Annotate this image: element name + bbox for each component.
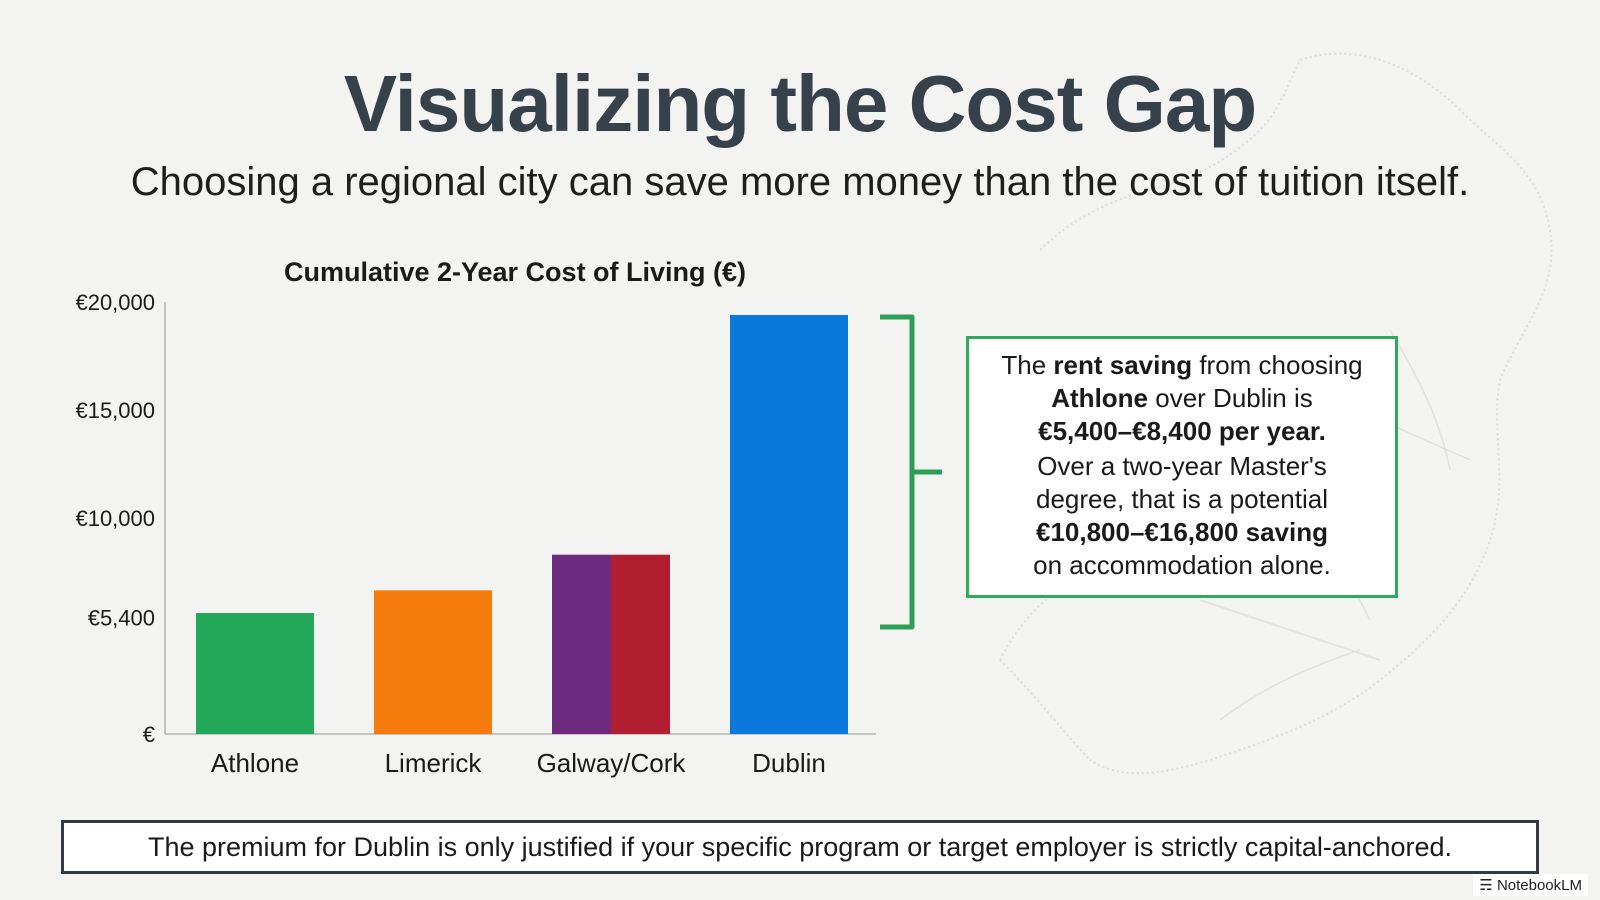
cost-of-living-bar-chart: Cumulative 2-Year Cost of Living (€) € €5…: [75, 257, 942, 778]
page-title: Visualizing the Cost Gap: [343, 59, 1257, 148]
y-tick-label: €5,400: [88, 605, 155, 630]
bar-dublin: [730, 314, 848, 734]
range-bracket: [880, 314, 942, 630]
x-tick-label: Limerick: [385, 748, 483, 778]
bar-galway: [552, 554, 611, 734]
bar-athlone: [196, 613, 314, 734]
x-tick-label: Athlone: [211, 748, 299, 778]
footer-note: The premium for Dublin is only justified…: [61, 820, 1539, 874]
chart-title: Cumulative 2-Year Cost of Living (€): [284, 257, 746, 287]
y-tick-label: €10,000: [75, 506, 155, 531]
notebooklm-brand: ☴ NotebookLM: [1473, 874, 1588, 896]
bar-cork: [611, 554, 670, 734]
bar-limerick: [374, 590, 492, 734]
y-tick-label: €20,000: [75, 290, 155, 315]
x-tick-label: Dublin: [752, 748, 826, 778]
rent-saving-callout: The rent saving from choosing Athlone ov…: [966, 336, 1398, 598]
page-subtitle: Choosing a regional city can save more m…: [130, 160, 1470, 204]
y-tick-label: €15,000: [75, 398, 155, 423]
y-tick-label: €: [143, 722, 155, 747]
x-tick-label: Galway/Cork: [537, 748, 687, 778]
